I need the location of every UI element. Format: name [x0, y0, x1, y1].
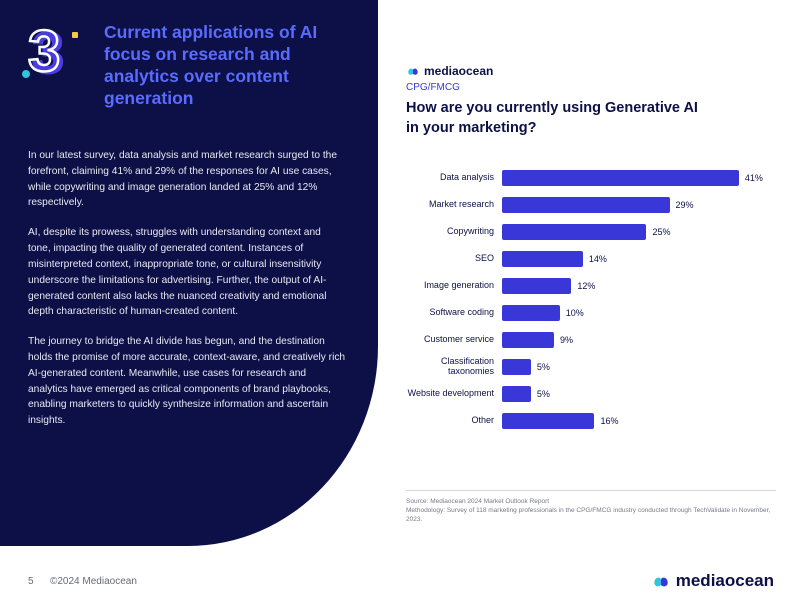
bar-track: 5%: [502, 359, 776, 375]
chart-brand-logo: mediaocean: [406, 64, 776, 78]
bar-row: Classification taxonomies 5%: [406, 357, 776, 377]
bar-value: 5%: [531, 359, 550, 375]
left-panel: 3 3 Current applications of AI focus on …: [0, 0, 378, 546]
bar-fill: [502, 413, 594, 429]
bar-label: SEO: [406, 254, 502, 264]
paragraph-1: In our latest survey, data analysis and …: [28, 148, 346, 211]
bar-track: 14%: [502, 251, 776, 267]
bar-value: 12%: [571, 278, 595, 294]
chart-source: Source: Mediaocean 2024 Market Outlook R…: [406, 497, 776, 506]
bar-row: SEO 14%: [406, 249, 776, 269]
bar-label: Data analysis: [406, 173, 502, 183]
paragraph-3: The journey to bridge the AI divide has …: [28, 334, 346, 429]
chart-footer: Source: Mediaocean 2024 Market Outlook R…: [406, 490, 776, 524]
bar-track: 10%: [502, 305, 776, 321]
bar-value: 14%: [583, 251, 607, 267]
page-footer: 5 ©2024 Mediaocean mediaocean: [0, 561, 802, 601]
bar-fill: [502, 386, 531, 402]
bar-track: 9%: [502, 332, 776, 348]
section-number-badge: 3 3: [28, 18, 88, 88]
bar-row: Market research 29%: [406, 195, 776, 215]
section-headline: Current applications of AI focus on rese…: [104, 22, 344, 110]
bar-label: Copywriting: [406, 227, 502, 237]
copyright-text: ©2024 Mediaocean: [50, 576, 651, 587]
bar-fill: [502, 197, 670, 213]
bar-fill: [502, 305, 560, 321]
bar-track: 41%: [502, 170, 776, 186]
bar-fill: [502, 224, 646, 240]
chart-brand-text: mediaocean: [424, 64, 493, 78]
bar-fill: [502, 332, 554, 348]
accent-dot-yellow: [72, 32, 78, 38]
footer-brand-text: mediaocean: [676, 571, 774, 591]
bar-row: Customer service 9%: [406, 330, 776, 350]
bar-label: Other: [406, 416, 502, 426]
bar-label: Software coding: [406, 308, 502, 318]
bar-row: Data analysis 41%: [406, 168, 776, 188]
bar-value: 41%: [739, 170, 763, 186]
bar-chart: Data analysis 41% Market research 29% Copywr…: [406, 168, 776, 431]
bar-value: 29%: [670, 197, 694, 213]
bar-value: 10%: [560, 305, 584, 321]
bar-row: Website development 5%: [406, 384, 776, 404]
bar-track: 25%: [502, 224, 776, 240]
paragraph-2: AI, despite its prowess, struggles with …: [28, 225, 346, 320]
bar-row: Software coding 10%: [406, 303, 776, 323]
page-root: 3 3 Current applications of AI focus on …: [0, 0, 802, 601]
chart-area: mediaocean CPG/FMCG How are you currentl…: [406, 64, 776, 431]
section-number: 3: [28, 18, 60, 85]
bar-track: 29%: [502, 197, 776, 213]
bar-track: 16%: [502, 413, 776, 429]
bar-fill: [502, 359, 531, 375]
bar-fill: [502, 170, 739, 186]
mediaocean-icon: [651, 571, 671, 591]
bar-fill: [502, 251, 583, 267]
bar-label: Website development: [406, 389, 502, 399]
chart-title: How are you currently using Generative A…: [406, 99, 706, 138]
section-body: In our latest survey, data analysis and …: [28, 148, 346, 443]
chart-methodology: Methodology: Survey of 118 marketing pro…: [406, 506, 776, 524]
bar-label: Classification taxonomies: [406, 357, 502, 377]
bar-label: Customer service: [406, 335, 502, 345]
bar-fill: [502, 278, 571, 294]
footer-brand-logo: mediaocean: [651, 571, 774, 591]
bar-row: Other 16%: [406, 411, 776, 431]
bar-track: 12%: [502, 278, 776, 294]
bar-track: 5%: [502, 386, 776, 402]
bar-value: 25%: [646, 224, 670, 240]
bar-row: Copywriting 25%: [406, 222, 776, 242]
chart-subtitle: CPG/FMCG: [406, 82, 776, 93]
bar-value: 9%: [554, 332, 573, 348]
mediaocean-icon: [406, 64, 420, 78]
bar-value: 5%: [531, 386, 550, 402]
bar-label: Image generation: [406, 281, 502, 291]
page-number: 5: [28, 576, 50, 587]
accent-dot-cyan: [22, 70, 30, 78]
bar-label: Market research: [406, 200, 502, 210]
bar-row: Image generation 12%: [406, 276, 776, 296]
bar-value: 16%: [594, 413, 618, 429]
